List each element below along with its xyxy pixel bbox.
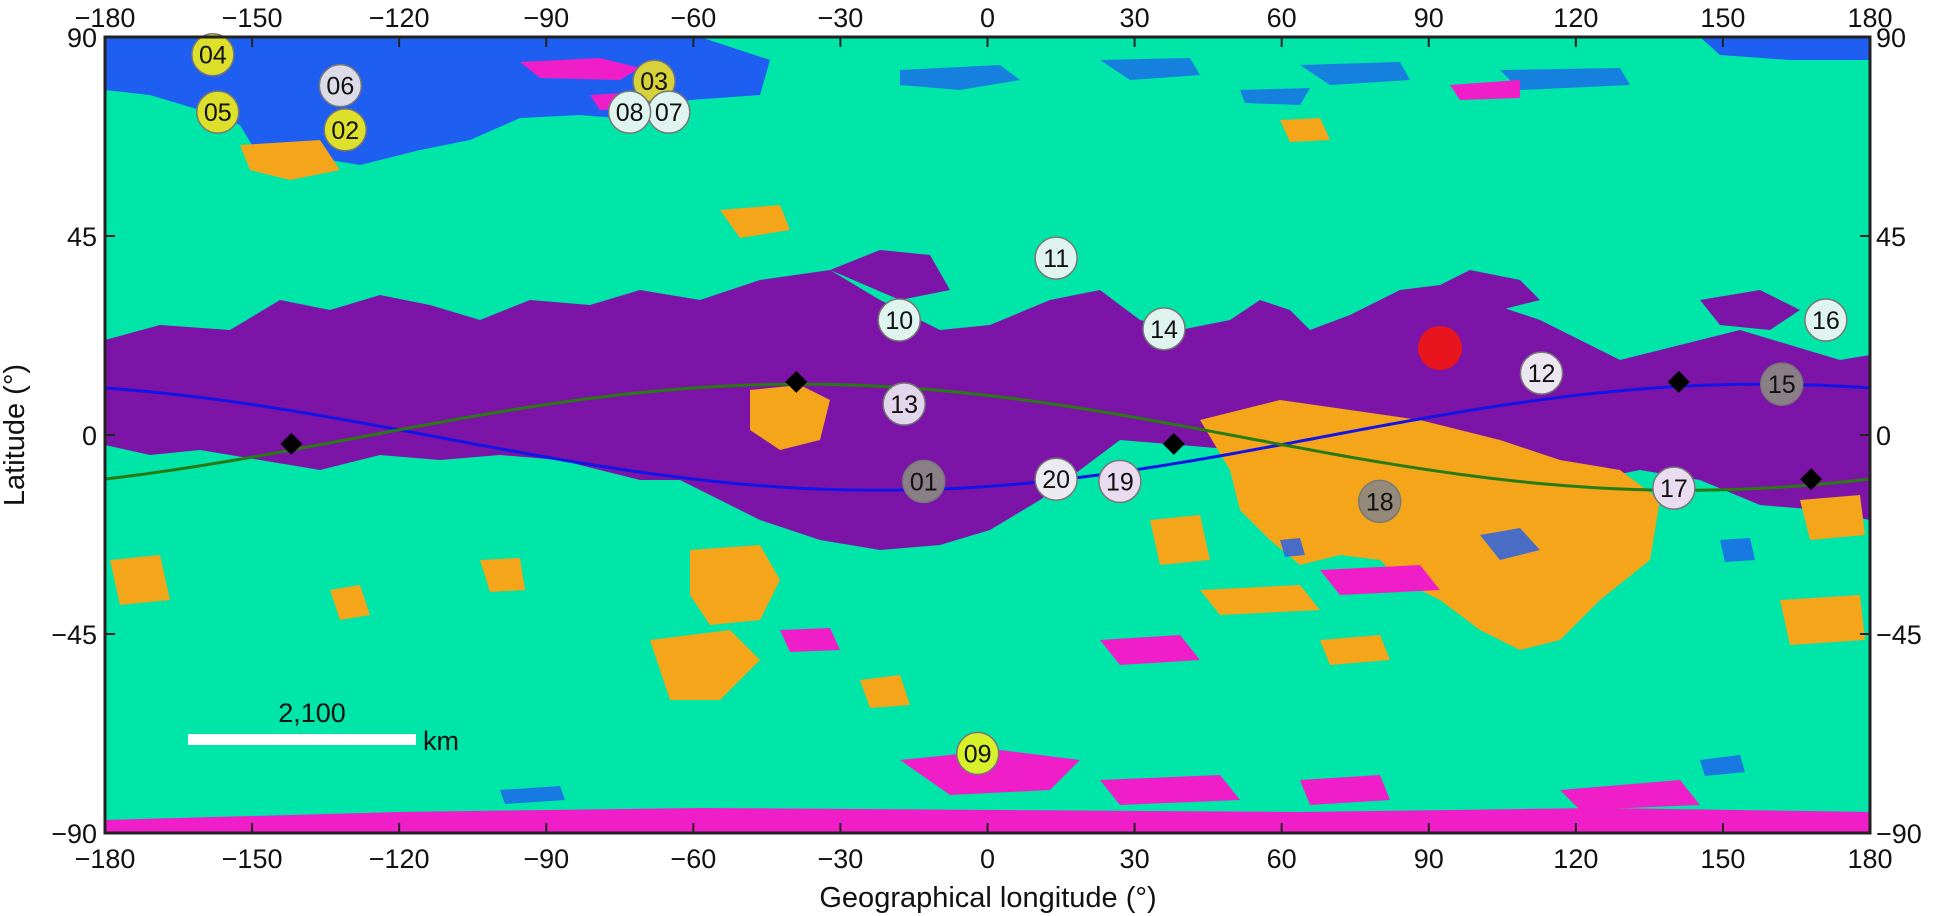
x-tick-label-top: 60 [1267,3,1297,33]
site-marker-label: 05 [204,99,232,127]
x-tick-label-top: 0 [980,3,995,33]
site-marker-label: 13 [890,391,918,419]
site-marker-08 [607,90,652,134]
site-marker-05 [196,90,240,134]
site-marker-label: 12 [1528,360,1556,388]
y-tick-label-right: 0 [1876,421,1891,451]
site-marker-14 [1142,307,1186,351]
y-tick-label-right: 45 [1876,222,1906,252]
x-tick-label-bottom: 60 [1267,844,1297,874]
site-marker-11 [1034,236,1078,280]
y-tick-label-left: −90 [51,819,97,849]
terrain-units [105,37,1870,833]
x-tick-label-bottom: −30 [818,844,864,874]
x-tick-label-bottom: −60 [670,844,716,874]
site-marker-label: 11 [1043,245,1069,273]
site-marker-label: 04 [199,42,227,70]
site-marker-label: 10 [885,307,913,335]
diamond-marker [1800,468,1823,491]
x-tick-label-top: 180 [1847,3,1892,33]
diamond-marker [280,432,303,455]
site-marker-label: 14 [1150,316,1178,344]
x-tick-label-top: −30 [818,3,864,33]
x-tick-label-top: 90 [1414,3,1444,33]
x-tick-label-top: 30 [1120,3,1150,33]
y-tick-label-left: −45 [51,620,97,650]
site-marker-label: 08 [616,99,644,127]
x-tick-label-bottom: −180 [75,844,136,874]
site-marker-10 [877,298,921,342]
y-axis-title: Latitude (°) [0,364,31,506]
x-axis-title: Geographical longitude (°) [819,882,1156,914]
scale-bar: 2,100 km [188,698,459,756]
x-tick-label-top: −90 [523,3,569,33]
x-tick-label-bottom: 30 [1120,844,1150,874]
y-tick-label-left: 45 [67,222,97,252]
diamond-marker [785,370,808,393]
axis-ticks: −180 −180 −150 −150 −120 −120 −90 −90 −60 −60 −30 −… [51,3,1922,874]
x-tick-label-bottom: −90 [523,844,569,874]
site-marker-13 [882,382,926,426]
x-tick-label-top: −120 [369,3,430,33]
site-marker-label: 20 [1042,466,1070,494]
site-marker-label: 16 [1812,307,1840,335]
y-tick-label-left: 0 [82,421,97,451]
site-marker-02 [323,108,367,152]
site-marker-20 [1034,457,1078,501]
x-tick-label-top: 150 [1700,3,1745,33]
purple-unit-upper [830,250,1800,330]
site-marker-15 [1760,362,1804,406]
site-marker-label: 06 [326,73,354,101]
scale-bar-value: 2,100 [278,698,346,728]
track-curve-green [105,382,1870,492]
x-tick-label-top: 120 [1553,3,1598,33]
diamond-marker [1162,432,1185,455]
red-feature [1418,326,1462,370]
site-marker-label: 15 [1768,371,1796,399]
y-tick-label-right: 90 [1876,23,1906,53]
x-tick-label-top: −150 [222,3,283,33]
site-marker-label: 02 [331,117,359,145]
x-tick-label-top: −180 [75,3,136,33]
site-marker-17 [1652,466,1696,510]
x-tick-label-bottom: 150 [1700,844,1745,874]
y-tick-label-right: −90 [1876,819,1922,849]
scale-bar-line [188,734,416,745]
site-marker-16 [1804,298,1848,342]
site-marker-01 [902,459,946,504]
y-tick-label-right: −45 [1876,620,1922,650]
diamond-markers [280,370,1823,491]
x-tick-label-bottom: −150 [222,844,283,874]
x-tick-label-bottom: 180 [1847,844,1892,874]
orange-unit-south [650,630,1390,708]
scale-bar-unit: km [423,726,459,756]
x-tick-label-bottom: 0 [980,844,995,874]
site-marker-label: 07 [655,99,683,127]
y-tick-label-left: 90 [67,23,97,53]
blue-unit-north-rim [1700,37,1870,60]
site-marker-09 [955,731,1000,776]
x-tick-label-bottom: 90 [1414,844,1444,874]
site-marker-04 [191,32,235,77]
site-marker-18 [1357,479,1402,524]
site-marker-label: 01 [910,468,938,496]
site-marker-label: 17 [1660,475,1688,503]
x-tick-label-bottom: 120 [1553,844,1598,874]
site-marker-label: 19 [1106,468,1134,496]
site-marker-12 [1519,351,1564,395]
x-tick-label-top: −60 [670,3,716,33]
site-marker-06 [318,63,363,108]
site-marker-19 [1098,459,1142,504]
diamond-marker [1667,370,1690,393]
x-tick-label-bottom: −120 [369,844,430,874]
site-marker-label: 09 [964,740,992,768]
site-marker-label: 18 [1366,488,1394,516]
blue-dots-north [900,58,1630,105]
